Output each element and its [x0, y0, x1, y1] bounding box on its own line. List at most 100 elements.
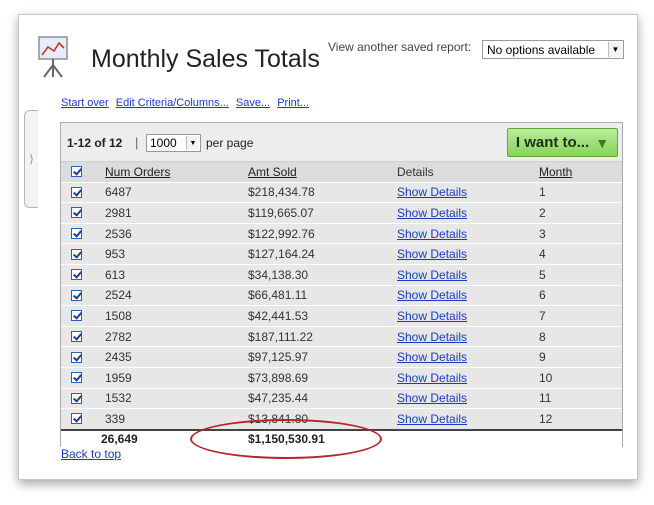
table-row: 1532 $47,235.44 Show Details 11 — [61, 388, 622, 410]
cell-month: 10 — [539, 370, 553, 385]
i-want-to-button[interactable]: I want to... ▼ — [507, 128, 618, 157]
cell-num-orders: 953 — [105, 247, 126, 262]
table-row: 6487 $218,434.78 Show Details 1 — [61, 182, 622, 204]
chevron-down-icon: ▼ — [186, 136, 199, 150]
column-header-month[interactable]: Month — [539, 164, 573, 179]
cell-amt-sold: $34,138.30 — [248, 267, 309, 282]
show-details-link[interactable]: Show Details — [397, 350, 468, 365]
cell-amt-sold: $47,235.44 — [248, 391, 309, 406]
show-details-link[interactable]: Show Details — [397, 185, 468, 200]
cell-amt-sold: $73,898.69 — [248, 370, 309, 385]
side-panel-toggle[interactable]: ⟩ — [24, 110, 38, 208]
table-row: 613 $34,138.30 Show Details 5 — [61, 264, 622, 286]
cell-amt-sold: $97,125.97 — [248, 350, 309, 365]
show-details-link[interactable]: Show Details — [397, 329, 468, 344]
cell-num-orders: 2536 — [105, 226, 132, 241]
show-details-link[interactable]: Show Details — [397, 370, 468, 385]
row-checkbox[interactable] — [70, 310, 82, 322]
report-chart-icon — [38, 36, 68, 78]
table-row: 953 $127,164.24 Show Details 4 — [61, 244, 622, 265]
total-highlight-oval — [190, 419, 382, 459]
show-details-link[interactable]: Show Details — [397, 226, 468, 241]
show-details-link[interactable]: Show Details — [397, 205, 468, 220]
cell-amt-sold: $119,665.07 — [248, 205, 314, 220]
row-checkbox[interactable] — [70, 289, 82, 301]
select-all-checkbox[interactable] — [70, 166, 82, 178]
show-details-link[interactable]: Show Details — [397, 391, 468, 406]
cell-month: 8 — [539, 329, 546, 344]
table-row: 1508 $42,441.53 Show Details 7 — [61, 306, 622, 327]
row-checkbox[interactable] — [70, 331, 82, 343]
column-header-details: Details — [397, 164, 434, 179]
cell-month: 2 — [539, 205, 546, 220]
row-checkbox[interactable] — [70, 351, 82, 363]
cell-num-orders: 2981 — [105, 205, 132, 220]
cell-num-orders: 2782 — [105, 329, 132, 344]
row-checkbox[interactable] — [70, 392, 82, 404]
cell-month: 1 — [539, 185, 546, 200]
cell-amt-sold: $218,434.78 — [248, 185, 315, 200]
table-row: 1959 $73,898.69 Show Details 10 — [61, 367, 622, 389]
print-link[interactable]: Print... — [277, 97, 310, 109]
back-to-top-link[interactable]: Back to top — [61, 447, 122, 461]
cell-amt-sold: $187,111.22 — [248, 329, 313, 344]
show-details-link[interactable]: Show Details — [397, 247, 468, 262]
show-details-link[interactable]: Show Details — [397, 411, 468, 426]
saved-report-label: View another saved report: — [328, 40, 472, 54]
show-details-link[interactable]: Show Details — [397, 288, 468, 303]
cell-num-orders: 2435 — [105, 350, 132, 365]
cell-month: 5 — [539, 267, 546, 282]
cell-amt-sold: $66,481.11 — [248, 288, 308, 303]
pager-separator: | — [135, 135, 139, 150]
cell-num-orders: 1959 — [105, 370, 132, 385]
per-page-select[interactable]: 1000 ▼ — [146, 134, 201, 152]
column-header-amt-sold[interactable]: Amt Sold — [248, 164, 297, 179]
report-actions: Start over Edit Criteria/Columns... Save… — [61, 97, 313, 109]
show-details-link[interactable]: Show Details — [397, 308, 468, 323]
saved-report-select[interactable]: No options available ▼ — [482, 40, 624, 59]
save-link[interactable]: Save... — [235, 97, 271, 109]
per-page-label: per page — [206, 136, 254, 150]
cell-num-orders: 1508 — [105, 308, 132, 323]
table-row: 2435 $97,125.97 Show Details 9 — [61, 347, 622, 368]
start-over-link[interactable]: Start over — [61, 97, 109, 109]
cell-month: 11 — [539, 391, 552, 406]
per-page-value: 1000 — [150, 136, 177, 150]
cell-amt-sold: $127,164.24 — [248, 247, 315, 262]
edit-criteria-link[interactable]: Edit Criteria/Columns... — [115, 97, 229, 109]
table-row: 2536 $122,992.76 Show Details 3 — [61, 223, 622, 245]
row-checkbox[interactable] — [70, 372, 82, 384]
triangle-down-icon: ▼ — [595, 134, 610, 151]
show-details-link[interactable]: Show Details — [397, 267, 468, 282]
row-checkbox[interactable] — [70, 413, 82, 425]
cell-month: 9 — [539, 350, 546, 365]
cell-num-orders: 6487 — [105, 185, 132, 200]
result-range: 1-12 of 12 — [67, 136, 123, 150]
total-orders: 26,649 — [101, 432, 138, 446]
cell-num-orders: 1532 — [105, 391, 132, 406]
cell-month: 7 — [539, 308, 546, 323]
chevron-down-icon: ▼ — [608, 42, 622, 57]
cell-month: 4 — [539, 247, 546, 262]
pager-bar: 1-12 of 12 | 1000 ▼ per page I want to..… — [61, 123, 622, 162]
row-checkbox[interactable] — [70, 228, 82, 240]
cell-num-orders: 339 — [105, 411, 126, 426]
row-checkbox[interactable] — [70, 207, 82, 219]
cell-month: 6 — [539, 288, 546, 303]
row-checkbox[interactable] — [70, 186, 82, 198]
table-row: 2981 $119,665.07 Show Details 2 — [61, 203, 622, 224]
table-row: 2524 $66,481.11 Show Details 6 — [61, 285, 622, 307]
i-want-to-label: I want to... — [515, 134, 590, 151]
page-title: Monthly Sales Totals — [91, 45, 320, 73]
cell-amt-sold: $42,441.53 — [248, 308, 309, 323]
cell-month: 3 — [539, 226, 546, 241]
cell-amt-sold: $122,992.76 — [248, 226, 315, 241]
cell-num-orders: 2524 — [105, 288, 132, 303]
results-table: Num Orders Amt Sold Details Month 6487 $2… — [61, 162, 622, 430]
column-header-num-orders[interactable]: Num Orders — [105, 164, 171, 179]
cell-num-orders: 613 — [105, 267, 126, 282]
cell-month: 12 — [539, 411, 553, 426]
row-checkbox[interactable] — [70, 269, 82, 281]
row-checkbox[interactable] — [70, 248, 82, 260]
table-row: 2782 $187,111.22 Show Details 8 — [61, 326, 622, 348]
